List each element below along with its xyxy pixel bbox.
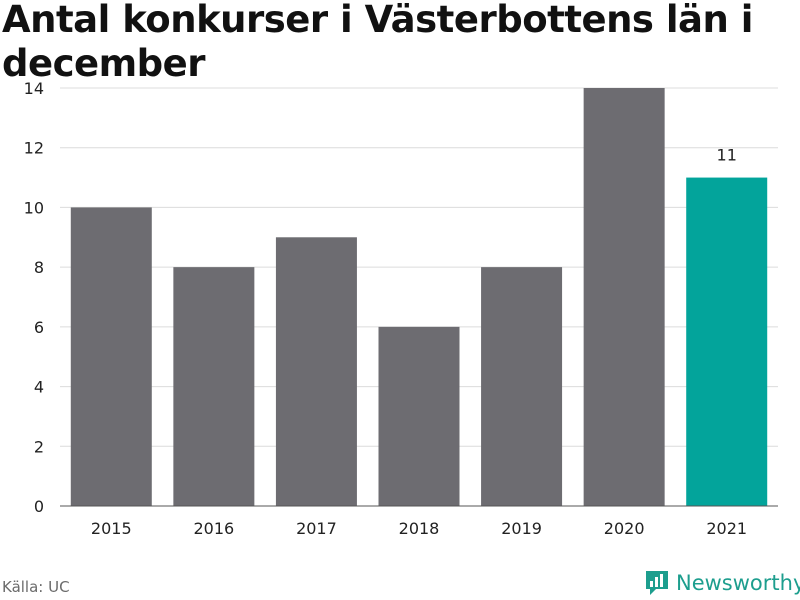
chart-title: Antal konkurser i Västerbottens län i de… — [2, 0, 753, 85]
y-tick-label: 0 — [34, 497, 44, 516]
bar — [481, 267, 563, 506]
bar-chart-logo-icon — [646, 571, 668, 595]
bar — [173, 267, 255, 506]
brand-name: Newsworthy — [676, 571, 800, 595]
bar — [275, 237, 357, 507]
data-label: 11 — [717, 146, 737, 165]
x-tick-label: 2015 — [91, 519, 132, 538]
y-tick-label: 14 — [24, 79, 44, 98]
x-tick-label: 2016 — [193, 519, 234, 538]
y-tick-label: 2 — [34, 437, 44, 456]
y-tick-label: 4 — [34, 378, 44, 397]
bar — [583, 88, 665, 506]
x-tick-label: 2018 — [399, 519, 440, 538]
y-tick-label: 12 — [24, 139, 44, 158]
bar — [378, 326, 460, 506]
y-tick-label: 10 — [24, 198, 44, 217]
y-tick-label: 8 — [34, 258, 44, 277]
x-tick-label: 2017 — [296, 519, 337, 538]
x-tick-label: 2021 — [706, 519, 747, 538]
brand-logo: Newsworthy — [644, 568, 800, 598]
x-tick-label: 2019 — [501, 519, 542, 538]
source-note: Källa: UC — [2, 578, 70, 596]
bar — [686, 177, 768, 507]
x-tick-label: 2020 — [604, 519, 645, 538]
y-tick-label: 6 — [34, 318, 44, 337]
bar — [70, 207, 152, 506]
